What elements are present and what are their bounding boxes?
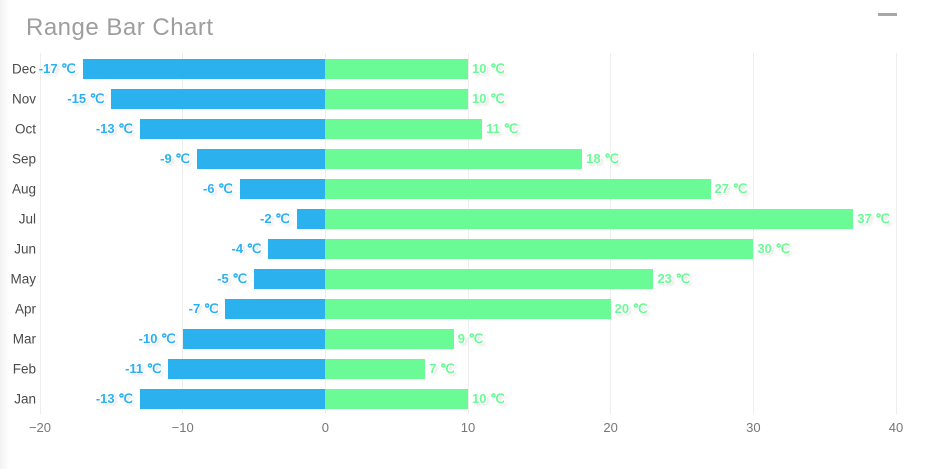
- bar-label-high: 37 ℃: [857, 211, 890, 226]
- bar-label-low: -7 ℃: [188, 301, 219, 316]
- x-axis-label: 0: [321, 420, 329, 435]
- gridline: [752, 53, 754, 414]
- bar-label-high: 23 ℃: [657, 271, 691, 286]
- y-axis-label: Nov: [11, 91, 36, 107]
- range-bar-low-jun[interactable]: [268, 239, 326, 259]
- bar-label-low: -17 ℃: [38, 61, 76, 76]
- y-axis-label: Dec: [11, 61, 36, 77]
- range-bar-low-apr[interactable]: [225, 299, 326, 319]
- range-bar-low-nov[interactable]: [111, 89, 326, 109]
- bar-label-low: -15 ℃: [67, 91, 105, 106]
- bar-label-low: -13 ℃: [95, 391, 133, 406]
- bar-label-low: -13 ℃: [95, 121, 133, 136]
- range-bar-low-mar[interactable]: [182, 329, 326, 349]
- range-bar-high-jul[interactable]: [325, 209, 854, 229]
- bar-label-high: 18 ℃: [586, 151, 619, 166]
- y-axis-label: Mar: [12, 331, 36, 347]
- range-bar-low-jan[interactable]: [139, 389, 326, 409]
- y-axis-label: Oct: [14, 121, 36, 137]
- y-axis-label: Aug: [11, 181, 36, 197]
- bar-label-low: -4 ℃: [231, 241, 262, 256]
- gridline: [467, 53, 469, 414]
- range-bar-low-sep[interactable]: [196, 149, 326, 169]
- range-bar-high-may[interactable]: [325, 269, 654, 289]
- y-axis-label: Feb: [12, 361, 36, 377]
- bar-label-high: 30 ℃: [757, 241, 790, 256]
- range-bar-high-nov[interactable]: [325, 89, 468, 109]
- bar-label-high: 11 ℃: [486, 121, 519, 136]
- range-bar-high-dec[interactable]: [325, 59, 468, 79]
- hamburger-menu-icon[interactable]: [878, 13, 897, 27]
- bar-label-low: -2 ℃: [260, 211, 290, 226]
- range-bar-high-aug[interactable]: [325, 179, 711, 199]
- bar-label-high: 10 ℃: [472, 391, 505, 406]
- bar-label-high: 10 ℃: [472, 61, 505, 76]
- hamburger-bar: [878, 13, 897, 16]
- x-axis-label: 30: [746, 420, 761, 435]
- chart-title: Range Bar Chart: [26, 14, 214, 41]
- x-axis-label: −20: [28, 420, 52, 435]
- bar-label-high: 9 ℃: [457, 331, 484, 346]
- y-axis-label: Jun: [14, 241, 36, 257]
- y-axis-label: May: [10, 271, 36, 287]
- gridline: [324, 53, 326, 414]
- gridline: [39, 53, 41, 414]
- bar-label-high: 20 ℃: [614, 301, 648, 316]
- range-bar-high-mar[interactable]: [325, 329, 454, 349]
- range-bar-low-aug[interactable]: [239, 179, 326, 199]
- y-axis-label: Sep: [11, 151, 36, 167]
- y-axis-label: Jan: [14, 391, 36, 407]
- bar-label-high: 7 ℃: [429, 361, 455, 376]
- x-axis-label: 20: [603, 420, 618, 435]
- x-axis-label: 40: [888, 420, 904, 435]
- gridline: [610, 53, 612, 414]
- range-bar-high-sep[interactable]: [325, 149, 583, 169]
- gridline: [895, 53, 897, 414]
- bar-label-high: 27 ℃: [714, 181, 748, 196]
- bar-label-low: -6 ℃: [202, 181, 233, 196]
- bar-label-low: -9 ℃: [160, 151, 190, 166]
- range-bar-low-may[interactable]: [254, 269, 326, 289]
- y-axis-label: Jul: [18, 211, 36, 227]
- range-bar-low-dec[interactable]: [82, 59, 326, 79]
- range-bar-high-apr[interactable]: [325, 299, 611, 319]
- range-bar-low-feb[interactable]: [168, 359, 326, 379]
- x-axis-label: 10: [460, 420, 476, 435]
- x-axis-label: −10: [171, 420, 194, 435]
- bar-label-low: -10 ℃: [138, 331, 176, 346]
- y-axis-label: Apr: [14, 301, 36, 317]
- bar-label-high: 10 ℃: [472, 91, 505, 106]
- range-bar-low-jul[interactable]: [296, 209, 326, 229]
- gridline: [182, 53, 184, 414]
- range-bar-high-oct[interactable]: [325, 119, 483, 139]
- bar-label-low: -5 ℃: [217, 271, 247, 286]
- range-bar-high-jun[interactable]: [325, 239, 754, 259]
- range-bar-high-jan[interactable]: [325, 389, 468, 409]
- range-bar-low-oct[interactable]: [139, 119, 326, 139]
- bar-label-low: -11 ℃: [125, 361, 162, 376]
- range-bar-high-feb[interactable]: [325, 359, 426, 379]
